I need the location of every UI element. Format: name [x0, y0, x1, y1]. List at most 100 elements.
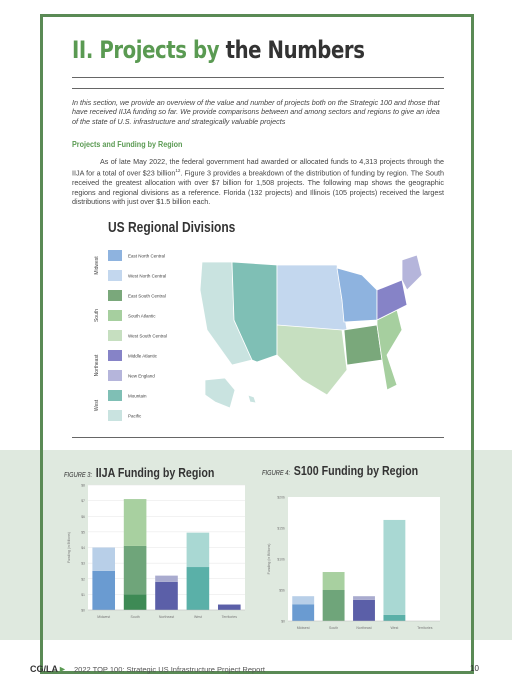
rule [72, 437, 444, 438]
bar-segment [123, 499, 147, 546]
brand: CG/LA► [30, 664, 67, 674]
text: . Figure 3 provides a breakdown of the d… [72, 168, 445, 207]
title-part: II. Projects by [72, 36, 220, 64]
x-tick-label: South [329, 626, 338, 630]
y-tick-label: $2 [81, 577, 85, 581]
us-map [199, 254, 423, 409]
chart: $0 $1 $2 $3 $4 $5 $6 $7 $8 Funding (in Billions) M… [67, 484, 245, 619]
chart-title: IIJA Funding by Region [95, 465, 215, 480]
y-tick-label: $15b [277, 527, 285, 531]
figure-label: FIGURE 3: [64, 472, 93, 479]
x-tick-label: West [194, 615, 202, 619]
x-tick-label: South [131, 615, 140, 619]
y-tick-label: $8 [81, 484, 85, 488]
footnote: 12 [175, 168, 181, 174]
legend-swatch [108, 410, 122, 421]
legend-swatch [108, 350, 122, 361]
legend-label: East North Central [128, 254, 165, 259]
bar-segment [383, 519, 406, 615]
figure-title: FIGURE 3: IIJA Funding by Region [64, 464, 214, 482]
bar-segment [292, 604, 315, 621]
bar-segment [217, 604, 241, 610]
y-tick-label: $0 [281, 620, 285, 624]
y-axis-label: Funding (in Billions) [267, 544, 271, 575]
rule [72, 88, 444, 89]
bar-segment [353, 596, 375, 600]
y-axis-label: Funding (in Billions) [67, 532, 71, 563]
legend-swatch [108, 250, 122, 261]
brand-text: CG/LA [30, 664, 58, 674]
x-tick-label: West [390, 626, 398, 630]
legend-group: Northeast [94, 354, 100, 376]
map-region [376, 279, 408, 321]
map-region [401, 254, 423, 291]
legend-swatch [108, 390, 122, 401]
legend-label: Middle Atlantic [128, 354, 158, 359]
bar-segment [155, 575, 178, 582]
y-tick-label: $0 [81, 609, 85, 613]
page-frame [40, 14, 474, 674]
bar-segment [92, 570, 116, 610]
page-title: II. Projects by the Numbers [72, 36, 365, 64]
rule [72, 77, 444, 78]
legend-label: West South Central [128, 334, 167, 339]
title-part: the Numbers [225, 36, 365, 64]
map-region [276, 324, 348, 396]
map-region [247, 394, 257, 404]
legend-swatch [108, 270, 122, 281]
bar-segment [186, 532, 210, 568]
paragraph: As of late May 2022, the federal governm… [72, 157, 444, 206]
page-number: 10 [470, 664, 479, 673]
footer-text: 2022 TOP 100: Strategic US Infrastructur… [74, 665, 265, 674]
bar-segment [155, 581, 178, 610]
legend-label: New England [128, 374, 155, 379]
chart-title: S100 Funding by Region [293, 463, 419, 478]
brand-arrow: ► [58, 664, 67, 674]
y-tick-label: $4 [81, 546, 85, 550]
map-legend: East North Central West North Central Midw… [94, 250, 167, 421]
map-title: US Regional Divisions [108, 219, 236, 236]
bar-segment [292, 596, 315, 605]
bar-segment [123, 594, 147, 610]
legend-label: East South Central [128, 294, 166, 299]
map-region [204, 377, 236, 409]
legend-label: South Atlantic [128, 314, 156, 319]
y-tick-label: $5b [279, 589, 285, 593]
text: As of late May 2022, the federal governm… [72, 157, 444, 178]
map-region [276, 264, 348, 331]
legend-label: Mountain [128, 394, 147, 399]
bar-segment [353, 599, 375, 621]
map-region [376, 309, 403, 391]
chart: $0 $5b $10b $15b $20b Funding (in Billions) Mi… [267, 496, 440, 630]
bar-segment [322, 590, 345, 621]
x-tick-label: Territories [417, 626, 433, 630]
legend-swatch [108, 370, 122, 381]
bar-segment [92, 547, 116, 571]
section-heading: Projects and Funding by Region [72, 140, 183, 149]
legend-group: West [94, 399, 100, 411]
intro: In this section, we provide an overview … [72, 98, 440, 126]
legend-label: Pacific [128, 414, 142, 419]
y-tick-label: $3 [81, 562, 85, 566]
figure-title: FIGURE 4: S100 Funding by Region [262, 462, 418, 480]
x-tick-label: Northeast [159, 615, 174, 619]
y-tick-label: $10b [277, 558, 285, 562]
x-tick-label: Northeast [356, 626, 371, 630]
x-tick-label: Midwest [97, 615, 110, 619]
legend-group: Midwest [94, 256, 100, 275]
legend-group: South [94, 309, 100, 322]
y-tick-label: $20b [277, 496, 285, 500]
y-tick-label: $7 [81, 499, 85, 503]
legend-swatch [108, 290, 122, 301]
map-region [343, 324, 383, 366]
x-tick-label: Midwest [297, 626, 310, 630]
bar-segment [186, 567, 210, 610]
y-tick-label: $6 [81, 515, 85, 519]
bar-segment [123, 545, 147, 595]
legend-label: West North Central [128, 274, 166, 279]
map-region [336, 267, 378, 323]
legend-swatch [108, 310, 122, 321]
y-tick-label: $5 [81, 530, 85, 534]
bar-segment [383, 614, 406, 621]
